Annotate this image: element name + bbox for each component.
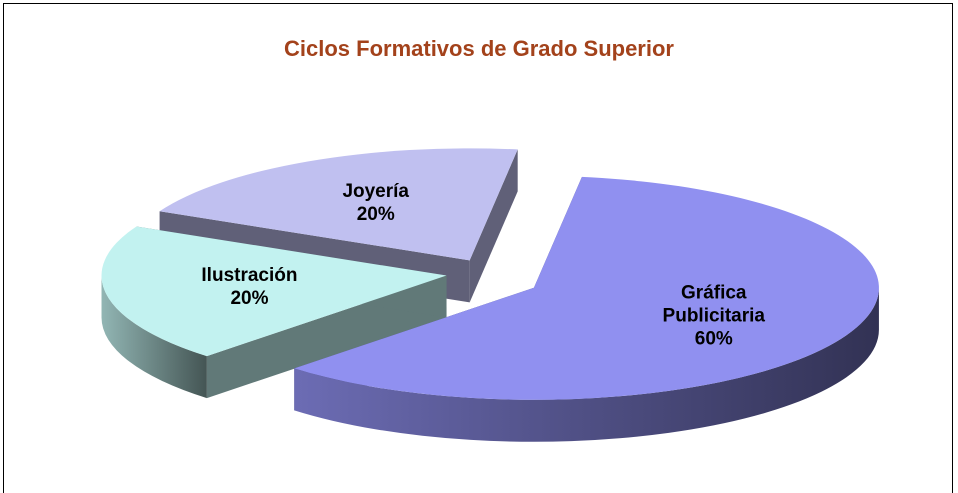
slice-category: Gráfica Publicitaria <box>662 282 765 327</box>
chart-frame <box>3 3 953 493</box>
slice-category: Ilustración <box>201 264 298 286</box>
chart-title: Ciclos Formativos de Grado Superior <box>284 36 674 61</box>
slice-side <box>469 149 518 303</box>
slice-wall <box>101 275 207 399</box>
slice-wall <box>294 287 879 442</box>
data-label: Gráfica Publicitaria 60% <box>649 282 779 351</box>
slice-value: 60% <box>694 328 733 350</box>
pie-slice <box>101 226 447 357</box>
pie-slice <box>159 148 518 261</box>
slice-category: Joyería <box>342 180 409 202</box>
slice-value: 20% <box>230 287 269 309</box>
pie-slice <box>294 176 879 400</box>
data-label: Ilustración 20% <box>184 264 314 310</box>
data-label: Joyería 20% <box>311 180 441 226</box>
slice-value: 20% <box>356 203 395 225</box>
